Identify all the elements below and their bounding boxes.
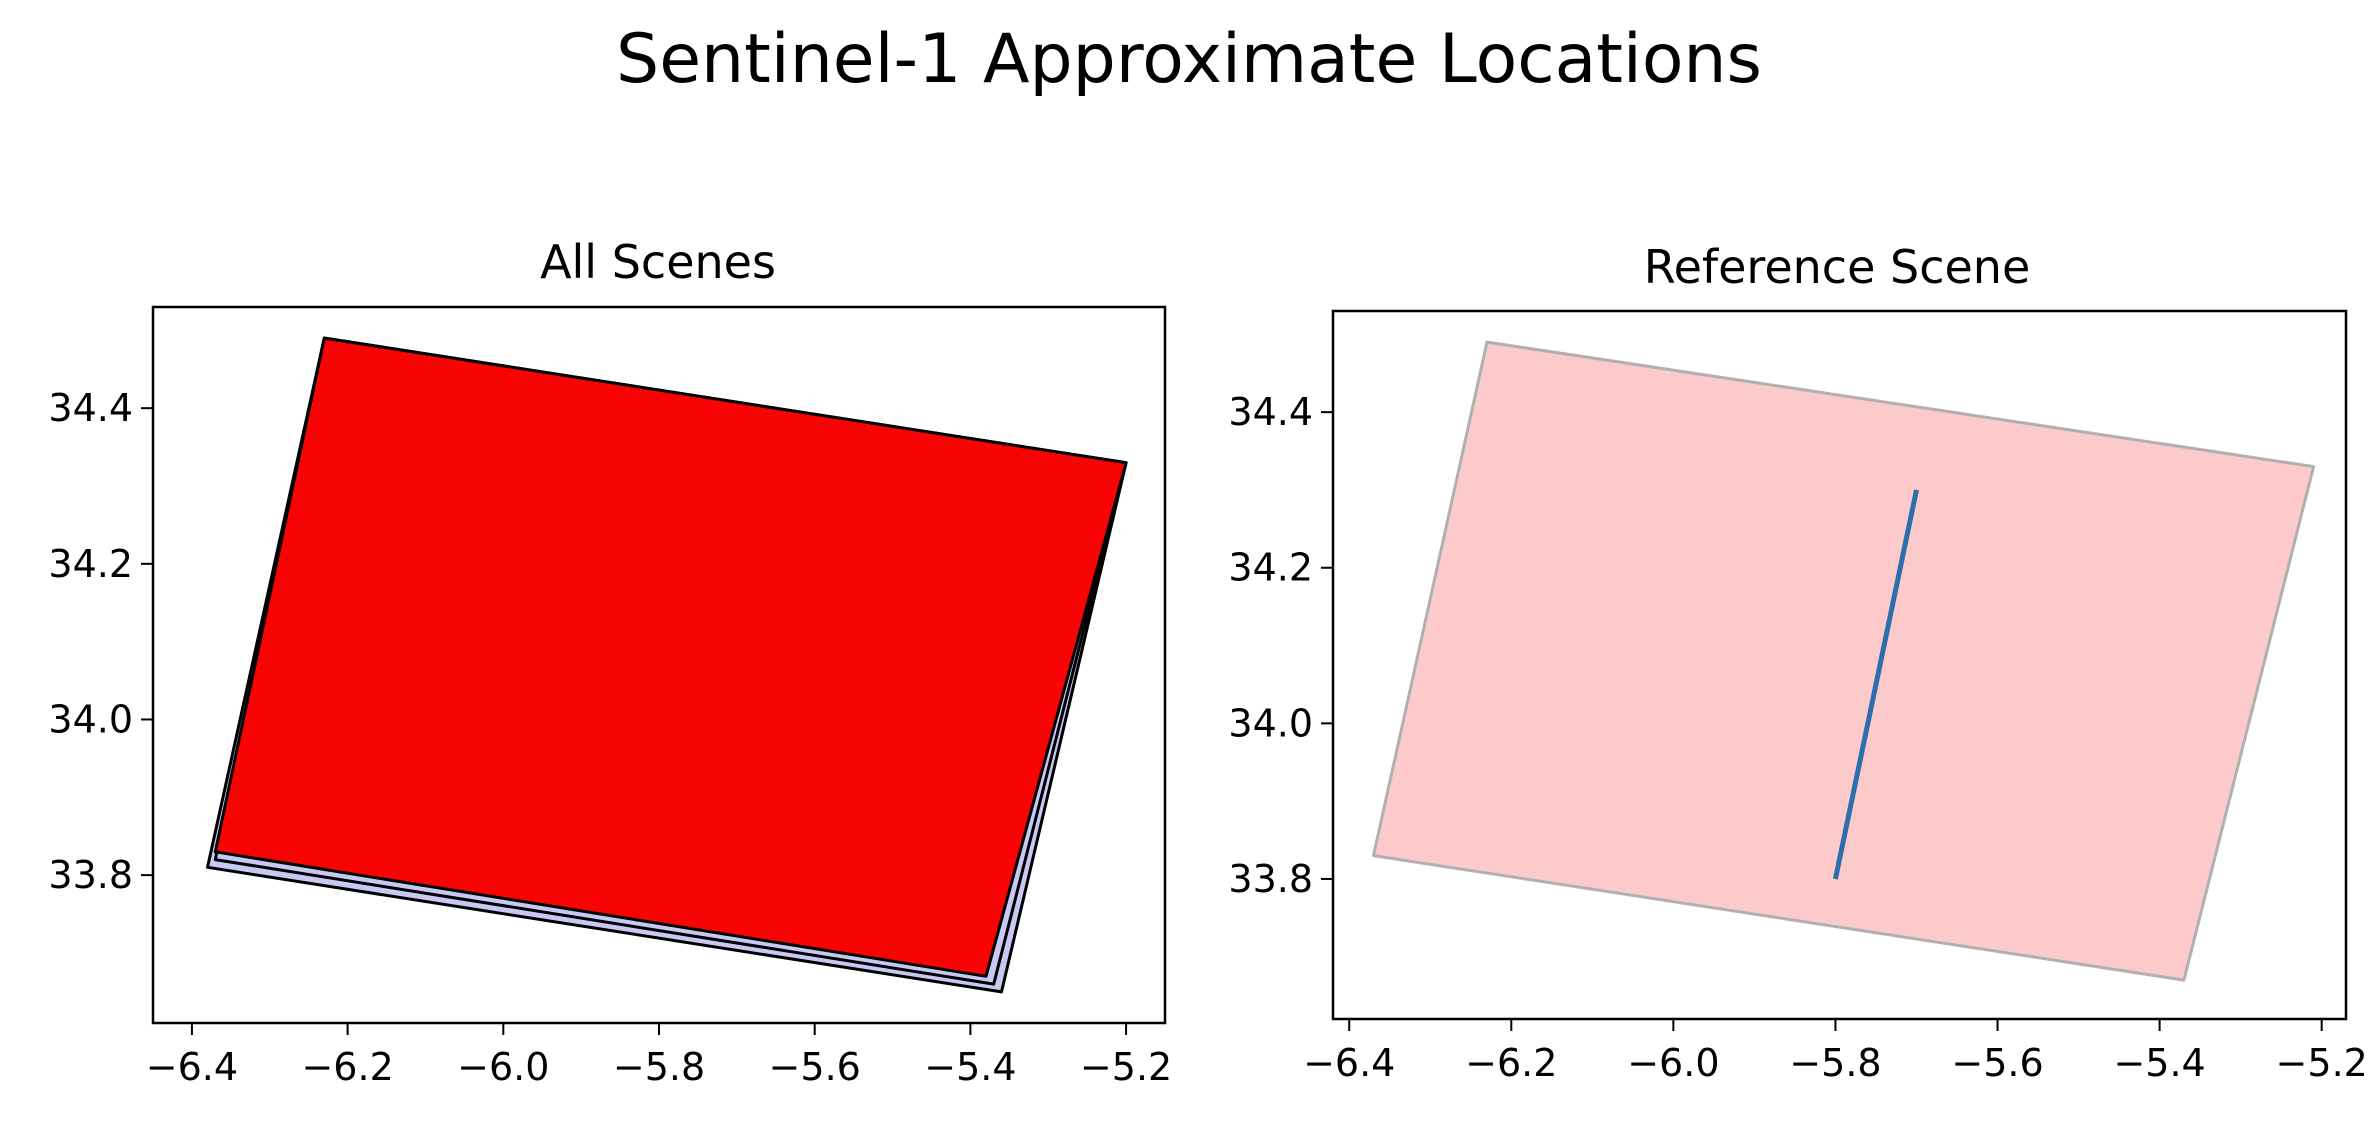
x-tick-label: −6.4: [1303, 1041, 1395, 1085]
x-tick-label: −6.0: [457, 1045, 549, 1089]
x-tick-label: −5.2: [2276, 1041, 2368, 1085]
x-tick-label: −6.4: [146, 1045, 238, 1089]
y-tick-label: 34.4: [1228, 390, 1313, 434]
y-tick-label: 34.0: [1228, 701, 1313, 745]
series-line: [1832, 489, 1919, 880]
y-tick-label: 34.0: [48, 697, 133, 741]
panel-title: All Scenes: [540, 235, 776, 289]
x-tick-label: −5.6: [769, 1045, 861, 1089]
y-tick-label: 34.4: [48, 386, 133, 430]
x-tick-label: −5.4: [2113, 1041, 2205, 1085]
panel-title: Reference Scene: [1644, 240, 2031, 294]
figure-title: Sentinel-1 Approximate Locations: [616, 20, 1762, 99]
x-tick-label: −6.2: [1465, 1041, 1557, 1085]
chart-panel-all-scenes: All Scenes −6.4 −6.2 −6.0 −5.8 −5.6 −5.4 −5.2 3…: [48, 235, 1172, 1089]
x-tick-label: −5.2: [1080, 1045, 1172, 1089]
x-tick-label: −5.4: [924, 1045, 1016, 1089]
x-tick-label: −5.8: [613, 1045, 705, 1089]
axes-frame: [1331, 309, 2348, 1021]
x-tick-label: −6.0: [1627, 1041, 1719, 1085]
x-tick-label: −5.8: [1789, 1041, 1881, 1085]
scene-footprint-polygon: [213, 336, 1128, 978]
y-tick-label: 34.2: [48, 542, 133, 586]
y-tick-label: 34.2: [1228, 546, 1313, 590]
y-tick-label: 33.8: [48, 853, 133, 897]
y-tick-label: 33.8: [1228, 857, 1313, 901]
chart-panel-reference-scene: Reference Scene −6.4 −6.2 −6.0 −5.8 −5.6 −5.4…: [1228, 240, 2367, 1085]
scene-footprint-polygon: [1372, 340, 2316, 982]
x-tick-label: −6.2: [301, 1045, 393, 1089]
x-tick-label: −5.6: [1951, 1041, 2043, 1085]
